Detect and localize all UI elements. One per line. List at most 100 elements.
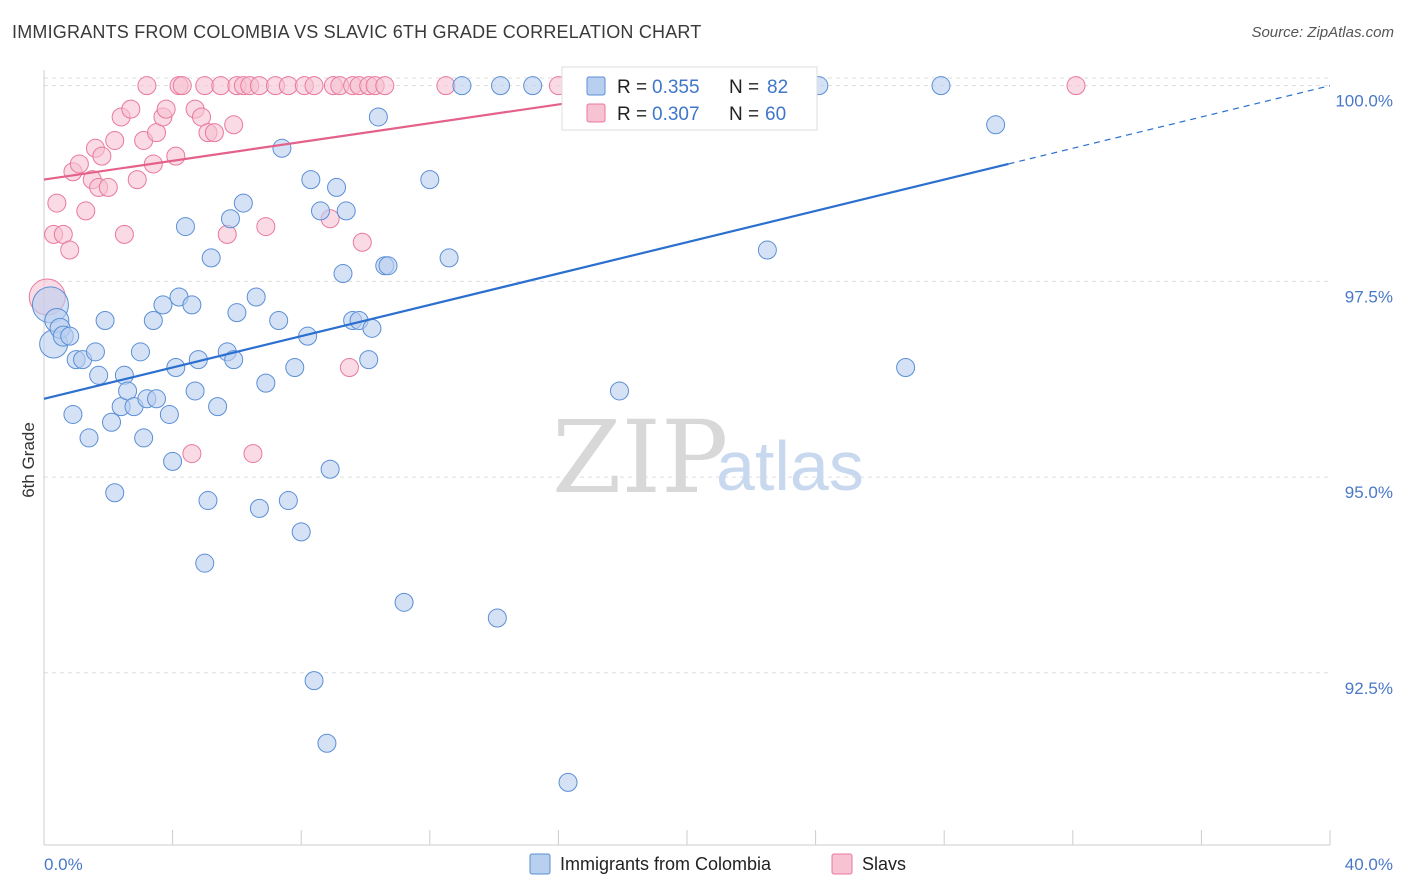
colombia-point	[143, 311, 163, 331]
colombia-point	[333, 264, 353, 284]
x-tick-label-max: 40.0%	[1345, 855, 1393, 874]
colombia-point	[523, 76, 543, 96]
y-tick-label: 95.0%	[1345, 483, 1393, 502]
slavs-point	[339, 357, 359, 377]
colombia-point	[246, 287, 266, 307]
colombia-point	[317, 733, 337, 753]
colombia-point	[320, 459, 340, 479]
colombia-point	[89, 365, 109, 385]
colombia-point	[102, 412, 122, 432]
chart-title: IMMIGRANTS FROM COLOMBIA VS SLAVIC 6TH G…	[12, 22, 702, 42]
legend-swatch-slavs	[586, 103, 606, 123]
slavs-point	[69, 154, 89, 174]
legend-r-value-colombia: 0.355	[652, 77, 700, 98]
colombia-point	[278, 491, 298, 511]
series-colombia	[31, 76, 1006, 792]
slavs-point	[114, 224, 134, 244]
colombia-point	[134, 428, 154, 448]
colombia-point	[359, 350, 379, 370]
y-tick-label: 92.5%	[1345, 679, 1393, 698]
legend-r-label-slavs: R =	[617, 104, 647, 125]
colombia-point	[198, 491, 218, 511]
x-tick-label-min: 0.0%	[44, 855, 83, 874]
watermark-atlas: atlas	[716, 427, 864, 505]
colombia-point	[159, 404, 179, 424]
slavs-point	[76, 201, 96, 221]
bottom-legend-swatch-colombia	[529, 853, 551, 875]
colombia-point	[986, 115, 1006, 135]
slavs-point	[204, 123, 224, 143]
y-tick-label: 100.0%	[1335, 92, 1393, 111]
bottom-legend: Immigrants from Colombia Slavs	[529, 853, 906, 875]
colombia-point	[269, 311, 289, 331]
colombia-point	[452, 76, 472, 96]
slavs-point	[249, 76, 269, 96]
colombia-point	[175, 217, 195, 237]
slavs-point	[211, 76, 231, 96]
colombia-point	[310, 201, 330, 221]
bottom-legend-swatch-slavs	[831, 853, 853, 875]
slavs-point	[436, 76, 456, 96]
slavs-point	[224, 115, 244, 135]
slavs-point	[243, 444, 263, 464]
legend-n-label-colombia: N =	[729, 77, 759, 98]
colombia-point	[420, 170, 440, 190]
slavs-point	[92, 146, 112, 166]
colombia-point	[487, 608, 507, 628]
watermark: ZIP atlas	[552, 399, 864, 516]
watermark-zip: ZIP	[552, 399, 728, 516]
colombia-point	[291, 522, 311, 542]
legend-n-value-colombia: 82	[767, 77, 788, 98]
colombia-point	[301, 170, 321, 190]
colombia-point	[336, 201, 356, 221]
colombia-point	[896, 357, 916, 377]
axes	[43, 70, 1330, 846]
colombia-point	[105, 483, 125, 503]
colombia-point	[201, 248, 221, 268]
colombia-point	[153, 295, 173, 315]
colombia-point	[757, 240, 777, 260]
colombia-point	[60, 326, 80, 346]
colombia-point	[378, 256, 398, 276]
slavs-point	[166, 146, 186, 166]
colombia-point	[185, 381, 205, 401]
slavs-point	[182, 444, 202, 464]
bottom-legend-label-colombia: Immigrants from Colombia	[560, 854, 772, 874]
slavs-point	[352, 232, 372, 252]
y-tick-label: 97.5%	[1345, 287, 1393, 306]
slavs-point	[156, 99, 176, 119]
colombia-point	[182, 295, 202, 315]
legend-r-label-colombia: R =	[617, 77, 647, 98]
colombia-point	[79, 428, 99, 448]
colombia-point	[147, 389, 167, 409]
bottom-legend-label-slavs: Slavs	[862, 854, 906, 874]
slavs-point	[278, 76, 298, 96]
y-axis-label: 6th Grade	[19, 422, 38, 498]
colombia-point	[195, 553, 215, 573]
trend-line-colombia-extension	[1008, 85, 1331, 165]
slavs-point	[105, 130, 125, 150]
slavs-point	[127, 170, 147, 190]
colombia-point	[931, 76, 951, 96]
colombia-point	[362, 318, 382, 338]
slavs-point	[304, 76, 324, 96]
colombia-point	[220, 209, 240, 229]
legend-r-value-slavs: 0.307	[652, 104, 700, 125]
colombia-point	[208, 397, 228, 417]
slavs-point	[1066, 76, 1086, 96]
legend-n-label-slavs: N =	[729, 104, 759, 125]
colombia-point	[327, 177, 347, 197]
slavs-point	[195, 76, 215, 96]
colombia-point	[227, 303, 247, 323]
colombia-point	[130, 342, 150, 362]
colombia-point	[439, 248, 459, 268]
colombia-point	[63, 404, 83, 424]
colombia-point	[256, 373, 276, 393]
slavs-point	[217, 224, 237, 244]
colombia-point	[95, 311, 115, 331]
slavs-point	[172, 76, 192, 96]
colombia-point	[85, 342, 105, 362]
slavs-point	[256, 217, 276, 237]
x-tick-labels: 0.0% 40.0%	[44, 855, 1393, 874]
legend-n-value-slavs: 60	[765, 104, 786, 125]
